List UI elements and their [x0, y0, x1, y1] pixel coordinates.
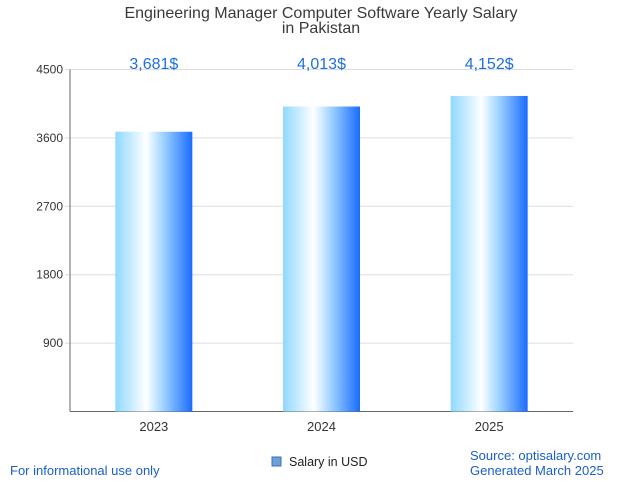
x-tick-label: 2023	[139, 419, 168, 434]
bar-2024	[283, 106, 360, 412]
x-tick-label: 2024	[307, 419, 336, 434]
bars	[115, 95, 528, 412]
bar-2023	[115, 131, 193, 412]
footer-source: Source: optisalary.com	[470, 448, 601, 463]
data-label-2024: 4,013$	[297, 56, 346, 73]
y-tick-label: 2700	[36, 199, 63, 213]
tick-labels: 900 1800 2700 3600 4500 2023 2024 2025	[36, 63, 503, 435]
bar-2025	[450, 95, 528, 412]
y-tick-label: 900	[43, 336, 63, 350]
legend-swatch	[271, 456, 282, 467]
y-tick-label: 1800	[36, 268, 63, 282]
chart-title-line-2: in Pakistan	[282, 20, 360, 37]
y-tick-label: 4500	[36, 63, 63, 77]
chart-title-line-1: Engineering Manager Computer Software Ye…	[124, 5, 517, 22]
x-tick-label: 2025	[475, 419, 504, 434]
footer-disclaimer: For informational use only	[10, 463, 160, 478]
legend-label: Salary in USD	[289, 455, 368, 469]
footer-generated: Generated March 2025	[470, 463, 604, 478]
legend: Salary in USD	[271, 455, 368, 469]
data-labels: 3,681$ 4,013$ 4,152$	[129, 56, 513, 73]
data-label-2023: 3,681$	[129, 56, 178, 73]
y-tick-label: 3600	[36, 131, 63, 145]
data-label-2025: 4,152$	[465, 56, 514, 73]
